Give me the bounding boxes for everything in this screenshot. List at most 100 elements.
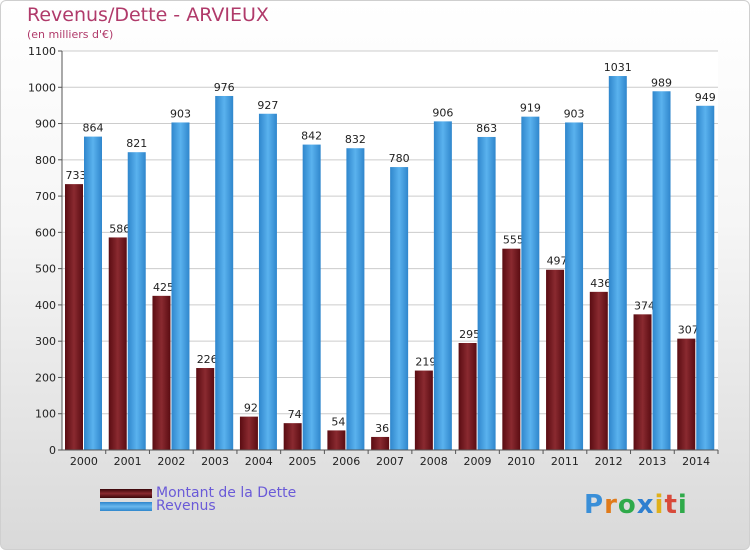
- bar-revenus: [258, 113, 277, 450]
- bar-revenus: [171, 122, 190, 450]
- y-tick-label: 1100: [28, 45, 56, 58]
- data-label-dette: 295: [459, 328, 480, 341]
- data-label-revenus: 780: [389, 152, 410, 165]
- data-label-dette: 497: [547, 255, 568, 268]
- y-tick-label: 200: [35, 371, 56, 384]
- bar-dette: [589, 291, 608, 450]
- x-tick-label: 2013: [638, 455, 666, 468]
- data-label-revenus: 903: [564, 107, 585, 120]
- bar-chart: 733 864 586 821 425 903 226 976 92 927 74 842 54 832 3…: [28, 45, 719, 468]
- y-tick-label: 600: [35, 226, 56, 239]
- bar-revenus: [608, 76, 627, 450]
- bars: 733 864 586 821 425 903 226 976 92 927 74 842 54 832 3…: [65, 61, 716, 451]
- data-label-dette: 586: [109, 222, 130, 235]
- chart-title: Revenus/Dette - ARVIEUX: [27, 4, 269, 26]
- bar-dette: [327, 430, 346, 450]
- bar-revenus: [477, 136, 496, 450]
- x-tick-label: 2003: [201, 455, 229, 468]
- data-label-revenus: 863: [476, 122, 497, 135]
- data-label-revenus: 864: [83, 122, 104, 135]
- data-label-dette: 36: [375, 422, 389, 435]
- grid: [62, 50, 718, 450]
- data-label-dette: 54: [331, 415, 345, 428]
- x-tick-label: 2009: [463, 455, 491, 468]
- bar-dette: [371, 436, 390, 450]
- bar-dette: [546, 269, 565, 450]
- data-label-dette: 219: [415, 356, 436, 369]
- data-label-revenus: 832: [345, 133, 366, 146]
- data-label-dette: 555: [503, 234, 524, 247]
- proxiti-logo: Proxiti: [584, 490, 688, 520]
- data-label-revenus: 903: [170, 107, 191, 120]
- plot-area: [62, 51, 718, 450]
- x-tick-label: 2000: [70, 455, 98, 468]
- x-tick-label: 2006: [332, 455, 360, 468]
- logo-letter: i: [677, 490, 688, 520]
- legend-label-dette: Montant de la Dette: [156, 485, 297, 501]
- axes: 0 100 200 300 400 500 600 700 800 900 1000 1100 2000…: [28, 45, 719, 468]
- x-tick-label: 2005: [289, 455, 317, 468]
- data-label-revenus: 1031: [604, 61, 632, 74]
- bar-revenus: [565, 122, 584, 450]
- logo-letter: o: [617, 490, 637, 520]
- data-label-dette: 374: [634, 299, 655, 312]
- bar-dette: [239, 416, 258, 450]
- data-label-revenus: 906: [432, 106, 453, 119]
- chart-subtitle: (en milliers d'€): [27, 28, 114, 41]
- y-tick-label: 900: [35, 118, 56, 131]
- logo-letter: x: [636, 490, 655, 520]
- data-label-revenus: 821: [126, 137, 147, 150]
- bar-revenus: [127, 152, 146, 450]
- bar-revenus: [652, 91, 671, 450]
- x-tick-label: 2011: [551, 455, 579, 468]
- logo-letter: i: [654, 490, 665, 520]
- bar-revenus: [346, 148, 365, 450]
- bar-dette: [108, 237, 127, 450]
- y-tick-label: 100: [35, 408, 56, 421]
- bar-dette: [152, 295, 171, 450]
- y-tick-label: 1000: [28, 81, 56, 94]
- x-tick-label: 2007: [376, 455, 404, 468]
- bar-revenus: [215, 95, 234, 450]
- data-label-dette: 226: [197, 353, 218, 366]
- legend-label-revenus: Revenus: [156, 498, 216, 514]
- bar-dette: [283, 423, 302, 450]
- legend-swatch-revenus: [100, 502, 152, 511]
- y-tick-label: 800: [35, 154, 56, 167]
- y-tick-label: 400: [35, 299, 56, 312]
- data-label-dette: 92: [244, 402, 258, 415]
- x-tick-label: 2012: [595, 455, 623, 468]
- data-label-dette: 74: [288, 408, 302, 421]
- data-label-dette: 733: [66, 169, 87, 182]
- x-tick-label: 2001: [114, 455, 142, 468]
- legend-swatch-dette: [100, 489, 152, 498]
- x-tick-label: 2004: [245, 455, 273, 468]
- x-tick-label: 2002: [157, 455, 185, 468]
- x-tick-label: 2008: [420, 455, 448, 468]
- bar-dette: [502, 248, 521, 450]
- data-label-dette: 436: [590, 277, 611, 290]
- bar-revenus: [433, 121, 452, 451]
- data-label-revenus: 976: [214, 81, 235, 94]
- y-tick-label: 0: [49, 444, 56, 457]
- data-label-dette: 307: [678, 324, 699, 337]
- data-label-dette: 425: [153, 281, 174, 294]
- x-tick-label: 2010: [507, 455, 535, 468]
- bar-dette: [458, 342, 477, 450]
- data-label-revenus: 927: [257, 99, 278, 112]
- bar-dette: [414, 370, 433, 450]
- bar-dette: [677, 338, 696, 450]
- y-tick-label: 700: [35, 190, 56, 203]
- data-label-revenus: 919: [520, 102, 541, 115]
- logo-letter: r: [604, 490, 618, 520]
- bar-revenus: [302, 144, 321, 451]
- data-label-revenus: 989: [651, 76, 672, 89]
- bar-dette: [65, 184, 83, 450]
- bar-dette: [633, 314, 652, 450]
- bar-revenus: [521, 116, 540, 451]
- logo-letter: P: [584, 490, 605, 520]
- y-tick-label: 300: [35, 335, 56, 348]
- logo-letter: t: [664, 490, 678, 520]
- bar-revenus: [390, 167, 409, 450]
- x-tick-label: 2014: [682, 455, 710, 468]
